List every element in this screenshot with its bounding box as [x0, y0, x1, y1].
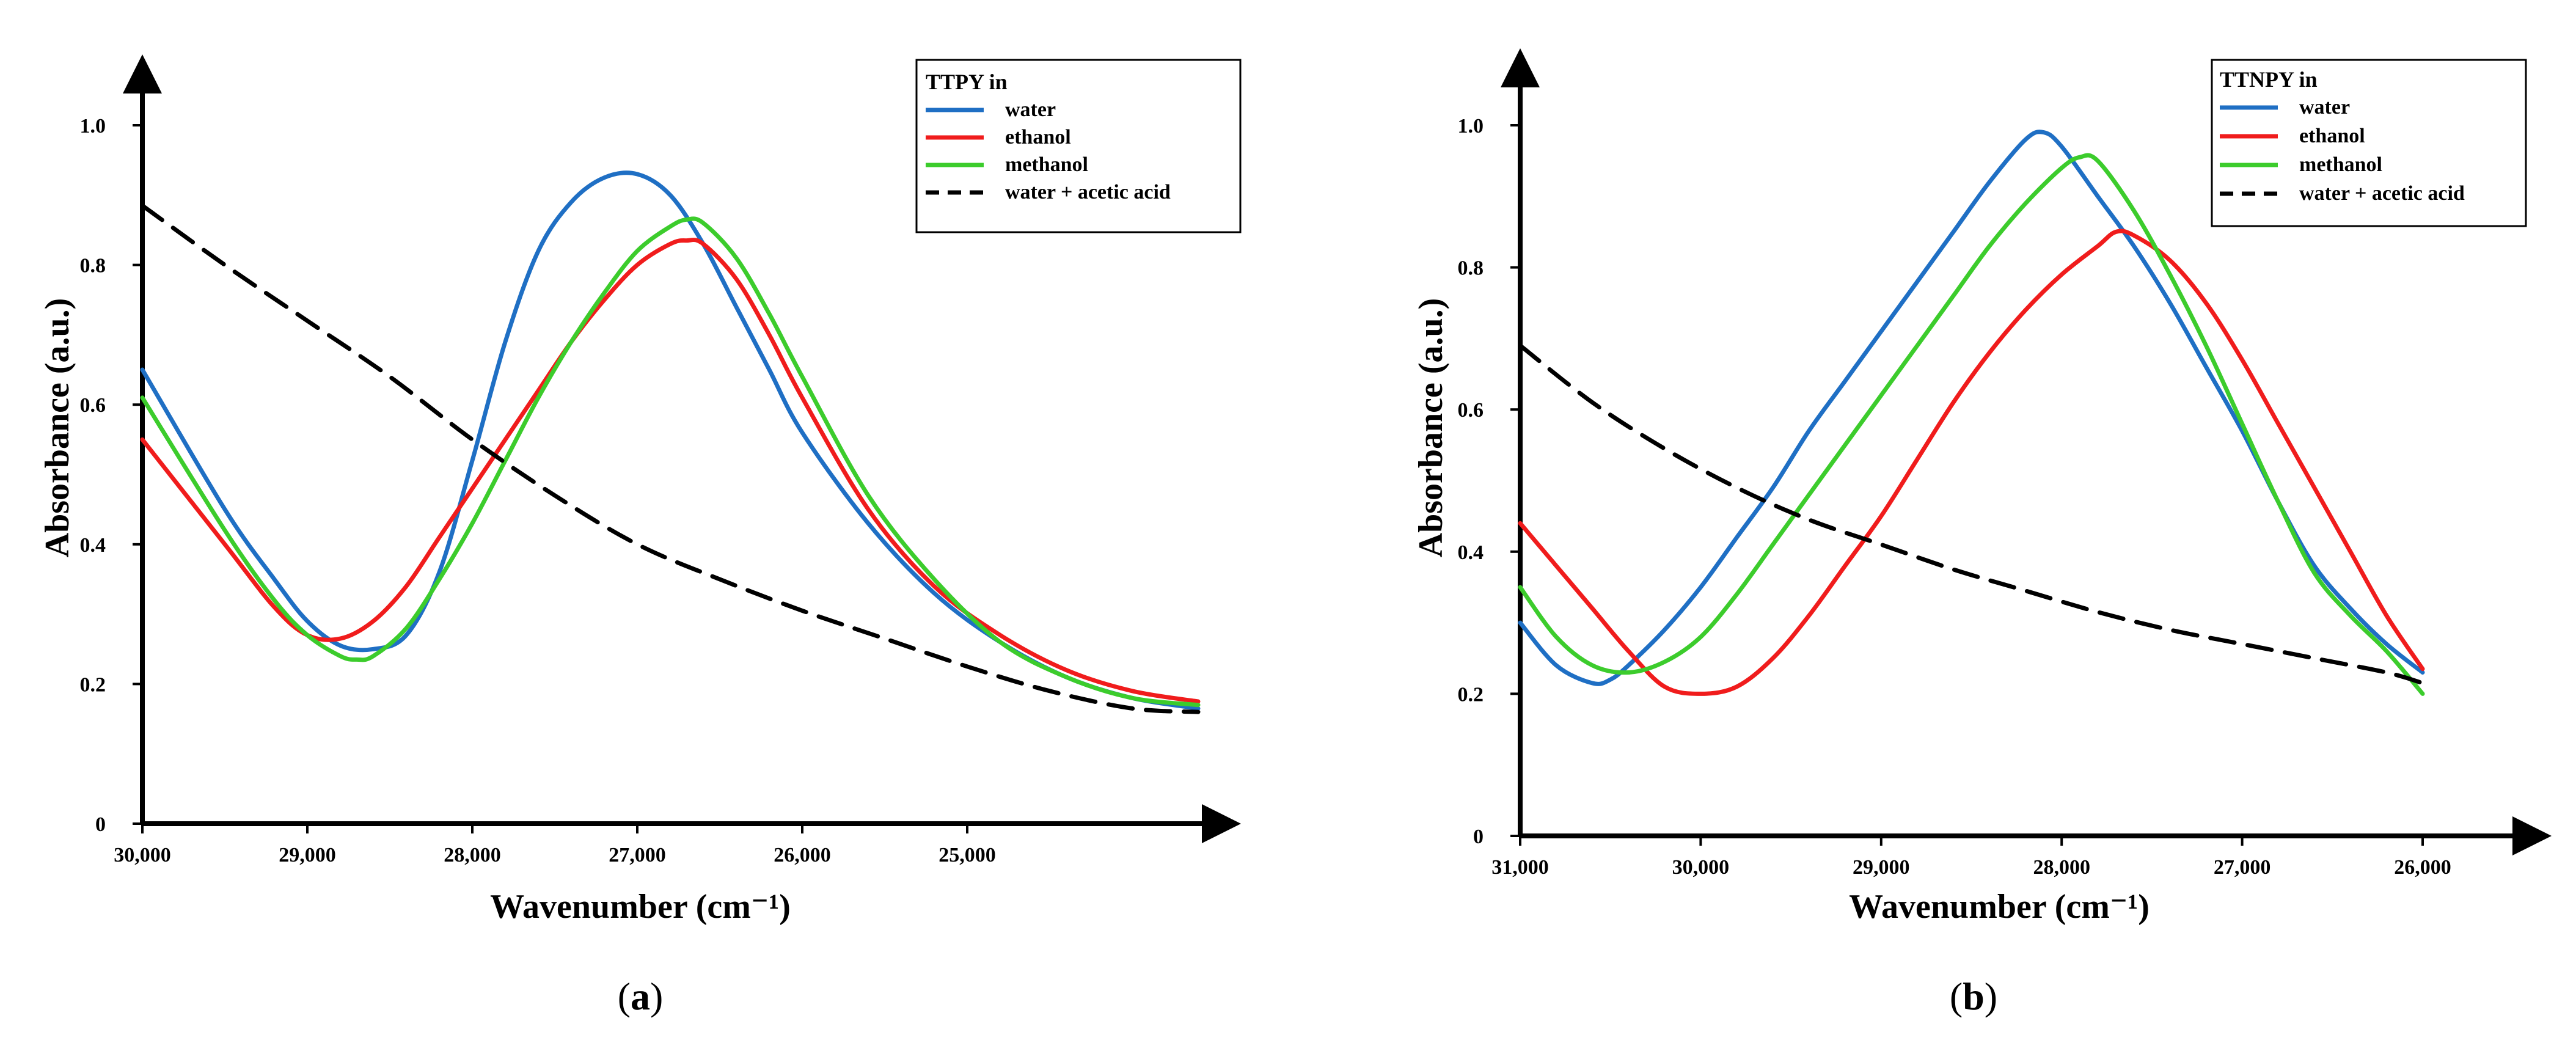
series-line-water-acetic — [1518, 343, 2425, 686]
panel-a-axes — [123, 54, 1241, 843]
panel-b-legend: TTNPY in water ethanol methanol water + ace… — [2211, 59, 2527, 227]
panel-a-y-axis-title: Absorbance (a.u.) — [38, 298, 76, 558]
x-tick-label: 27,000 — [2214, 856, 2271, 879]
y-tick-label: 0.2 — [1458, 683, 1484, 706]
panel-a-legend-box — [915, 59, 1242, 233]
y-tick-label: 0.8 — [1458, 257, 1484, 280]
series-line-water-acetic — [140, 203, 1201, 714]
panel-b-x-axis-title: Wavenumber (cm⁻¹) — [1849, 888, 2150, 926]
series-line-ethanol — [140, 238, 1201, 704]
legend-label-ethanol: ethanol — [2299, 125, 2365, 147]
panel-b-x-ticks: 31,000 30,000 29,000 28,000 27,000 26,000 — [1491, 836, 2451, 879]
x-tick-label: 26,000 — [2394, 856, 2451, 879]
panel-b-legend-title: TTNPY in — [2220, 67, 2318, 92]
panel-a-legend-items: water ethanol methanol water + acetic acid — [926, 98, 1171, 203]
x-tick-label: 28,000 — [2033, 856, 2090, 879]
legend-label-water: water — [1005, 98, 1056, 121]
panel-b-legend-items: water ethanol methanol water + acetic acid — [2220, 96, 2465, 205]
y-tick-label: 0.4 — [1458, 541, 1484, 564]
legend-label-water-acetic: water + acetic acid — [1005, 181, 1171, 203]
legend-label-water: water — [2299, 96, 2350, 119]
y-tick-label: 0.2 — [80, 673, 106, 696]
y-tick-label: 0.6 — [80, 394, 106, 417]
panel-b-axes — [1501, 48, 2552, 855]
panel-b-label: (b) — [1950, 975, 1997, 1018]
panel-a-legend: TTPY in water ethanol methanol water + acet… — [915, 59, 1242, 233]
panel-b-legend-box — [2211, 59, 2527, 227]
x-tick-label: 31,000 — [1491, 856, 1549, 879]
x-tick-label: 29,000 — [279, 844, 336, 866]
panel-a-chart: 0 0.2 0.4 0.6 0.8 1.0 30,000 29,000 28,000 27,00… — [38, 54, 1242, 1018]
panel-b-series — [1518, 130, 2425, 696]
series-line-methanol — [140, 216, 1201, 708]
x-tick-label: 28,000 — [444, 844, 501, 866]
series-line-ethanol — [1518, 229, 2425, 696]
x-tick-label: 25,000 — [939, 844, 996, 866]
legend-label-water-acetic: water + acetic acid — [2299, 182, 2465, 205]
x-tick-label: 30,000 — [1672, 856, 1730, 879]
panel-a-legend-title: TTPY in — [926, 70, 1008, 94]
x-tick-label: 29,000 — [1853, 856, 1910, 879]
x-tick-label: 30,000 — [114, 844, 171, 866]
panel-a-series — [140, 170, 1201, 714]
panel-a-y-ticks: 0 0.2 0.4 0.6 0.8 1.0 — [80, 115, 142, 836]
legend-label-methanol: methanol — [2299, 153, 2382, 176]
y-tick-label: 0.8 — [80, 255, 106, 277]
legend-label-ethanol: ethanol — [1005, 126, 1071, 148]
x-tick-label: 26,000 — [774, 844, 831, 866]
y-tick-label: 1.0 — [80, 115, 106, 137]
series-line-methanol — [1518, 153, 2425, 696]
y-tick-label: 0.6 — [1458, 399, 1484, 422]
x-tick-label: 27,000 — [609, 844, 666, 866]
panel-b-y-ticks: 0 0.2 0.4 0.6 0.8 1.0 — [1458, 115, 1520, 848]
panel-b-y-axis-title: Absorbance (a.u.) — [1412, 298, 1450, 558]
panel-a-x-axis-title: Wavenumber (cm⁻¹) — [490, 888, 791, 926]
legend-label-methanol: methanol — [1005, 153, 1088, 176]
panel-a-x-ticks: 30,000 29,000 28,000 27,000 26,000 25,000 — [114, 824, 996, 866]
panel-b-chart: 0 0.2 0.4 0.6 0.8 1.0 31,000 30,000 29,000 28,00… — [1412, 48, 2552, 1018]
y-tick-label: 0 — [1473, 826, 1484, 848]
y-tick-label: 1.0 — [1458, 115, 1484, 137]
y-tick-label: 0.4 — [80, 534, 106, 557]
y-tick-label: 0 — [95, 813, 106, 836]
panel-a-label: (a) — [618, 975, 664, 1018]
